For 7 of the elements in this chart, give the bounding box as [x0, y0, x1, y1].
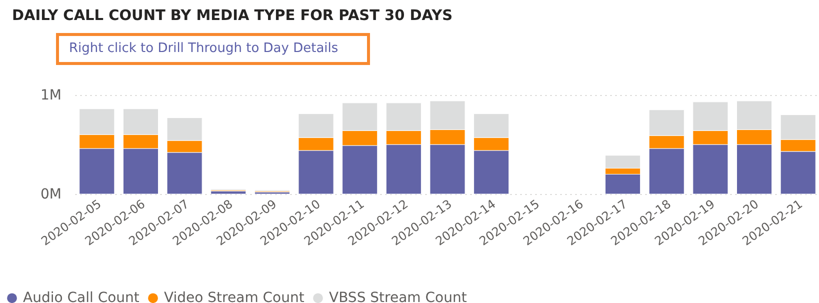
chart-title: DAILY CALL COUNT BY MEDIA TYPE FOR PAST 30 DAYS: [12, 8, 453, 24]
y-tick-label: 1M: [40, 88, 62, 104]
y-tick-label: 0M: [40, 186, 62, 202]
legend-label: Audio Call Count: [23, 290, 140, 303]
legend-label: VBSS Stream Count: [329, 290, 468, 303]
chart-subtitle: Right click to Drill Through to Day Details: [56, 33, 370, 65]
legend-label: Video Stream Count: [164, 290, 305, 303]
